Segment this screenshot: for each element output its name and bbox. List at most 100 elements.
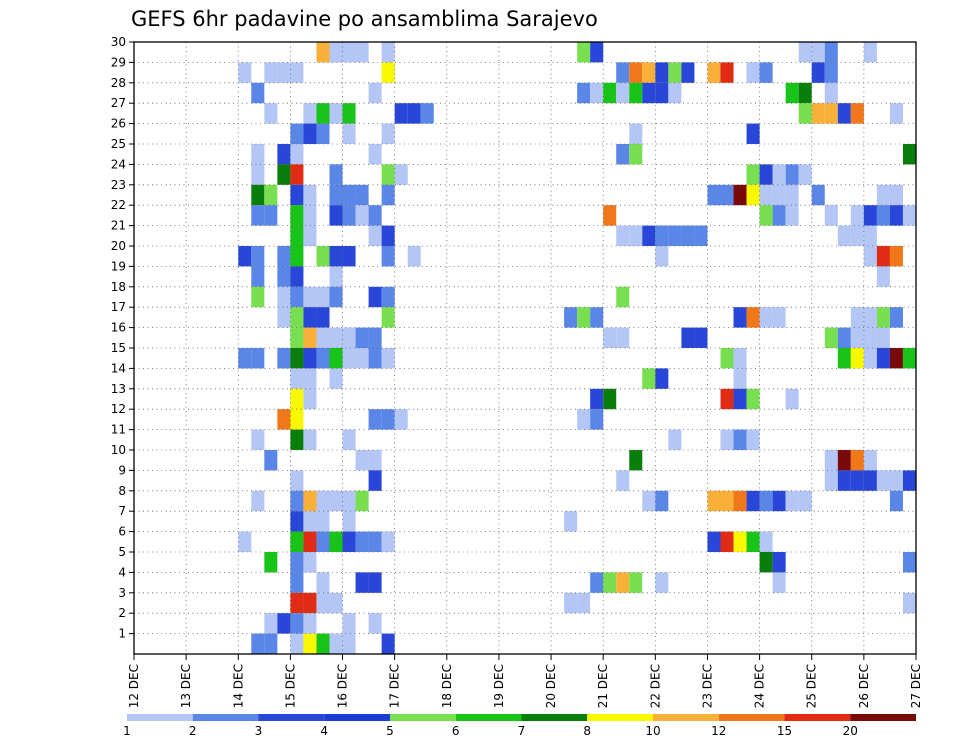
heatmap-cell	[381, 123, 395, 144]
heatmap-cell	[329, 327, 343, 348]
heatmap-cell	[746, 429, 760, 450]
heatmap-cell	[837, 327, 851, 348]
heatmap-cell	[251, 633, 265, 654]
x-tick-label: 16 DEC	[336, 664, 350, 708]
heatmap-cell	[368, 531, 382, 552]
heatmap-cell	[681, 62, 695, 83]
heatmap-cell	[329, 164, 343, 185]
y-tick-label: 21	[111, 219, 126, 233]
heatmap-cell	[824, 470, 838, 491]
heatmap-cell	[368, 286, 382, 308]
heatmap-cell	[629, 450, 643, 471]
heatmap-cell	[590, 307, 604, 328]
y-tick-label: 16	[111, 321, 126, 335]
y-tick-label: 11	[111, 423, 126, 437]
heatmap-cell	[342, 246, 356, 267]
heatmap-cell	[642, 490, 656, 512]
heatmap-cell	[316, 103, 330, 124]
colorbar-swatch	[127, 714, 193, 721]
heatmap-cell	[590, 409, 604, 430]
y-tick-label: 6	[118, 525, 126, 539]
y-tick-label: 10	[111, 443, 126, 457]
heatmap-cell	[251, 164, 265, 185]
heatmap-cell	[290, 205, 304, 226]
heatmap-cell	[772, 572, 786, 593]
heatmap-cell	[902, 205, 916, 226]
heatmap-cell	[720, 531, 734, 552]
heatmap-cell	[785, 164, 799, 185]
heatmap-cell	[316, 490, 330, 512]
x-tick-label: 19 DEC	[492, 664, 506, 708]
heatmap-cell	[368, 470, 382, 491]
heatmap-cell	[290, 552, 304, 573]
heatmap-cell	[420, 103, 434, 124]
heatmap-cell	[251, 286, 265, 308]
heatmap-cell	[629, 82, 643, 104]
heatmap-cell	[772, 552, 786, 573]
heatmap-cell	[303, 511, 317, 532]
heatmap-cell	[733, 490, 747, 512]
y-tick-label: 18	[111, 280, 126, 294]
heatmap-cell	[798, 103, 812, 124]
heatmap-cell	[342, 613, 356, 634]
heatmap-cell	[329, 246, 343, 267]
heatmap-cell	[329, 633, 343, 654]
heatmap-cell	[889, 205, 903, 226]
heatmap-cell	[290, 286, 304, 308]
heatmap-cell	[368, 327, 382, 348]
heatmap-cell	[329, 184, 343, 206]
heatmap-cell	[889, 307, 903, 328]
heatmap-cell	[251, 348, 265, 369]
heatmap-cell	[355, 184, 369, 206]
heatmap-cell	[720, 490, 734, 512]
heatmap-cell	[290, 266, 304, 287]
heatmap-cell	[238, 246, 252, 267]
heatmap-cell	[577, 592, 591, 614]
heatmap-cell	[342, 103, 356, 124]
heatmap-cell	[837, 103, 851, 124]
heatmap-cell	[355, 531, 369, 552]
colorbar-swatch	[521, 714, 588, 721]
heatmap-cell	[290, 633, 304, 654]
heatmap-cell	[681, 225, 695, 246]
heatmap-cell	[720, 348, 734, 369]
heatmap-cell	[772, 205, 786, 226]
heatmap-cell	[238, 531, 252, 552]
heatmap-cell	[303, 184, 317, 206]
heatmap-cell	[746, 388, 760, 410]
heatmap-cell	[290, 123, 304, 144]
heatmap-cell	[329, 592, 343, 614]
heatmap-cell	[655, 572, 669, 593]
heatmap-cell	[733, 429, 747, 450]
heatmap-cell	[316, 286, 330, 308]
heatmap-cell	[381, 246, 395, 267]
chart-title: GEFS 6hr padavine po ansamblima Sarajevo	[131, 7, 598, 31]
heatmap-cell	[290, 409, 304, 430]
heatmap-cell	[876, 348, 890, 369]
heatmap-cell	[303, 388, 317, 410]
heatmap-cell	[785, 205, 799, 226]
heatmap-cell	[329, 348, 343, 369]
heatmap-cell	[902, 552, 916, 573]
y-tick-label: 23	[111, 178, 126, 192]
heatmap-cell	[811, 62, 825, 83]
heatmap-cell	[655, 62, 669, 83]
heatmap-cell	[277, 409, 291, 430]
heatmap-cell	[824, 42, 838, 63]
heatmap-cell	[772, 307, 786, 328]
heatmap-cell	[876, 470, 890, 491]
colorbar-label: 3	[255, 724, 263, 738]
heatmap-cell	[381, 409, 395, 430]
heatmap-cell	[876, 266, 890, 287]
heatmap-cell	[668, 82, 682, 104]
heatmap-cell	[863, 205, 877, 226]
y-tick-label: 22	[111, 198, 126, 212]
heatmap-cell	[329, 286, 343, 308]
colorbar-label: 12	[711, 724, 726, 738]
heatmap-cell	[251, 82, 265, 104]
heatmap-cell	[251, 144, 265, 165]
x-tick-label: 17 DEC	[388, 664, 402, 708]
heatmap-cell	[303, 552, 317, 573]
heatmap-cell	[342, 531, 356, 552]
heatmap-cell	[889, 348, 903, 369]
